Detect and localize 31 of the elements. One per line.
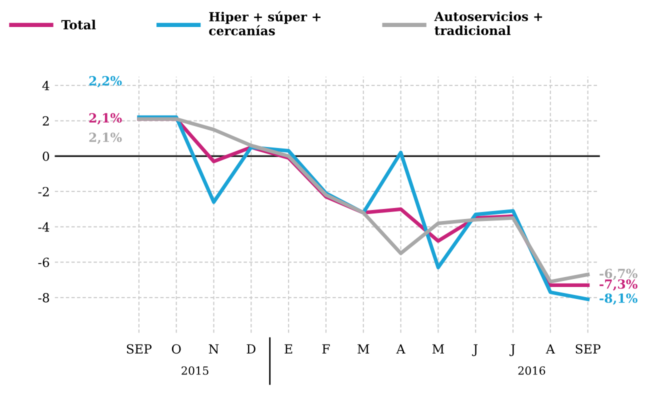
x-tick-label: J (472, 344, 478, 356)
x-tick-label: SEP (576, 344, 600, 354)
y-tick-label: -2 (38, 186, 49, 196)
legend-label: Hiper + súper + cercanías (209, 11, 320, 36)
legend-label: Autoservicios + tradicional (434, 12, 542, 36)
data-label: 2,1% (89, 113, 122, 125)
data-label: -8,1% (600, 293, 638, 305)
y-tick-label: -8 (38, 292, 50, 302)
y-tick-label: 0 (42, 152, 50, 162)
y-tick-label: 2 (42, 116, 49, 126)
data-label: -7,3% (600, 279, 638, 291)
text: 2015 (182, 366, 208, 375)
data-label: -6,7% (600, 268, 638, 280)
x-tick-label: M (432, 344, 444, 354)
x-tick-label: O (172, 344, 181, 354)
x-tick-label: SEP (126, 344, 152, 354)
data-label: 2,2% (89, 76, 122, 88)
x-tick-label: D (246, 344, 256, 354)
y-tick-label: -4 (38, 222, 50, 232)
x-tick-label: A (396, 344, 406, 354)
y-tick-label: -6 (38, 258, 50, 268)
y-tick-label: 4 (42, 80, 50, 90)
x-tick-label: F (322, 344, 330, 354)
x-tick-label: N (208, 344, 219, 354)
legend-label: Total (61, 20, 96, 30)
x-tick-label: A (546, 344, 556, 354)
data-label: 2,1% (89, 132, 122, 144)
x-tick-label: E (284, 344, 292, 354)
x-tick-label: J (509, 344, 515, 356)
text: 2016 (518, 366, 546, 375)
x-tick-label: M (358, 344, 370, 354)
